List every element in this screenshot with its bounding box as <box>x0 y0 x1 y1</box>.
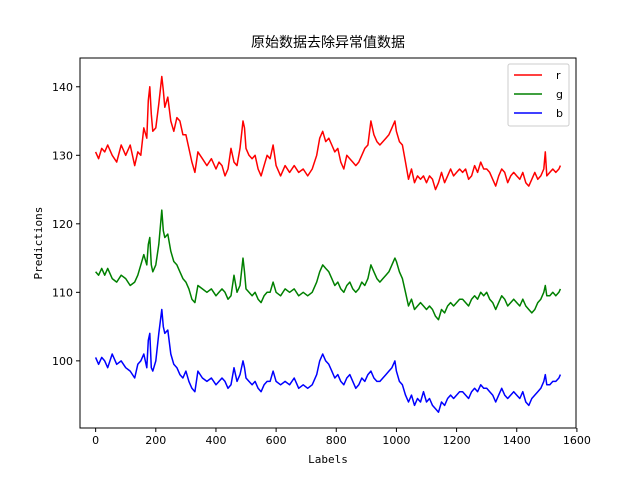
legend-entries: rgb <box>514 69 563 120</box>
x-tick-label: 200 <box>145 434 166 447</box>
x-tick-label: 400 <box>205 434 226 447</box>
y-tick-label: 140 <box>52 81 73 94</box>
series-line-b <box>94 308 562 413</box>
y-tick-label: 120 <box>52 218 73 231</box>
y-axis-ticks: 100 110 120 130 140 <box>52 81 80 368</box>
y-tick-label: 100 <box>52 355 73 368</box>
series-line-g <box>95 209 562 321</box>
x-tick-label: 1400 <box>503 434 531 447</box>
plot-lines <box>94 75 562 413</box>
x-tick-label: 1600 <box>563 434 591 447</box>
x-tick-label: 1000 <box>382 434 410 447</box>
plot-frame <box>79 57 577 429</box>
x-tick-label: 1200 <box>443 434 471 447</box>
legend-label-b: b <box>556 107 563 120</box>
legend: rgb <box>507 63 570 127</box>
x-tick-label: 600 <box>266 434 287 447</box>
series-line-r <box>94 75 562 191</box>
x-axis-label: Labels <box>308 453 348 466</box>
x-axis-ticks: 0 200 400 600 800 1000 1200 1400 1600 <box>92 428 591 447</box>
y-tick-label: 110 <box>52 286 73 299</box>
legend-label-g: g <box>556 88 563 101</box>
x-tick-label: 0 <box>92 434 99 447</box>
x-tick-label: 800 <box>326 434 347 447</box>
chart-title: 原始数据去除异常值数据 <box>251 35 405 51</box>
y-axis-label: Predictions <box>32 207 45 280</box>
y-tick-label: 130 <box>52 149 73 162</box>
legend-box <box>507 63 570 127</box>
legend-label-r: r <box>556 69 561 82</box>
